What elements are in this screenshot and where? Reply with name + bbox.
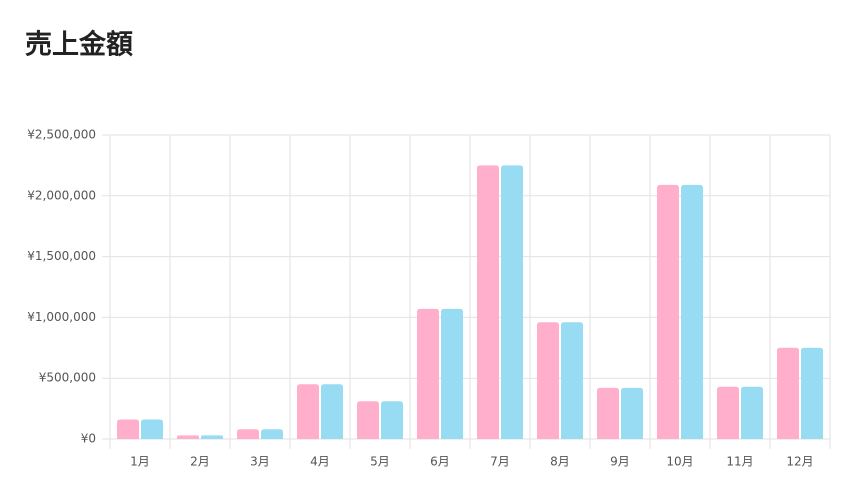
- x-tick-label: 2月: [190, 455, 210, 469]
- x-tick-label: 11月: [726, 455, 753, 469]
- x-tick-label: 12月: [786, 455, 813, 469]
- x-tick-label: 4月: [310, 455, 330, 469]
- x-tick-label: 5月: [370, 455, 390, 469]
- y-tick-label: ¥500,000: [39, 371, 96, 385]
- bar: [417, 308, 439, 439]
- x-tick-label: 7月: [490, 455, 510, 469]
- bar: [741, 386, 763, 439]
- y-tick-label: ¥2,500,000: [27, 128, 96, 142]
- bar: [357, 401, 379, 439]
- bar: [501, 165, 523, 439]
- bar: [477, 165, 499, 439]
- bar: [561, 322, 583, 439]
- bar: [117, 419, 139, 439]
- x-tick-label: 9月: [610, 455, 630, 469]
- bar: [297, 384, 319, 439]
- y-tick-label: ¥2,000,000: [27, 188, 96, 202]
- bar: [237, 429, 259, 439]
- chart-title: 売上金額: [25, 29, 133, 61]
- y-tick-label: ¥0: [81, 432, 96, 446]
- bar: [621, 387, 643, 439]
- bar: [801, 347, 823, 439]
- y-tick-label: ¥1,000,000: [27, 310, 96, 324]
- x-tick-label: 3月: [250, 455, 270, 469]
- bar: [381, 401, 403, 439]
- x-tick-label: 10月: [666, 455, 693, 469]
- y-tick-label: ¥1,500,000: [27, 249, 96, 263]
- bar: [261, 429, 283, 439]
- bar: [681, 184, 703, 439]
- x-tick-label: 6月: [430, 455, 450, 469]
- bar: [201, 435, 223, 439]
- bar: [141, 419, 163, 439]
- bar: [441, 308, 463, 439]
- bar: [597, 387, 619, 439]
- bar: [717, 386, 739, 439]
- bar: [657, 184, 679, 439]
- bar: [177, 435, 199, 439]
- x-tick-label: 1月: [130, 455, 150, 469]
- bar: [777, 347, 799, 439]
- bar: [321, 384, 343, 439]
- bar: [537, 322, 559, 439]
- x-tick-label: 8月: [550, 455, 570, 469]
